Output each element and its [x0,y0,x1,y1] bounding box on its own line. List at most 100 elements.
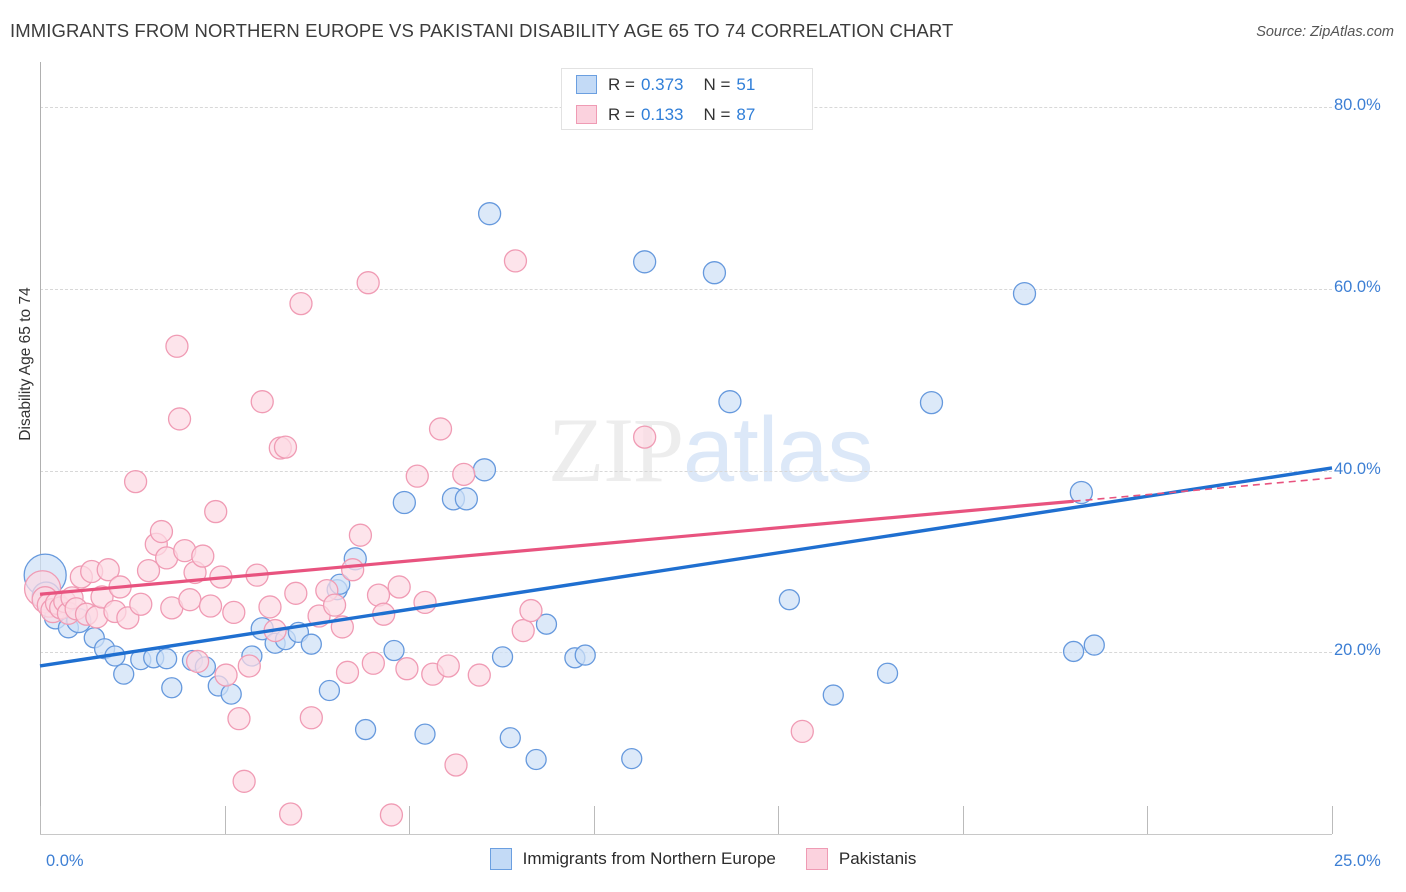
scatter-point[interactable] [1083,634,1105,656]
scatter-point[interactable] [574,644,596,666]
scatter-point[interactable] [395,657,419,681]
scatter-point[interactable] [876,662,899,684]
scatter-point[interactable] [405,464,429,488]
stats-row-blue: R = 0.373 N = 51 [562,70,812,99]
scatter-point[interactable] [289,291,313,316]
scatter-point[interactable] [250,390,274,414]
scatter-point[interactable] [237,654,261,678]
scatter-point[interactable] [366,583,391,607]
x-axis-tick [778,806,780,834]
scatter-point[interactable] [322,593,347,617]
scatter-point[interactable] [348,523,373,547]
scatter-point[interactable] [167,407,192,431]
scatter-point[interactable] [284,581,308,605]
scatter-point[interactable] [633,250,657,274]
scatter-point[interactable] [198,594,223,618]
scatter-point[interactable] [633,425,657,449]
stats-row-pink: R = 0.133 N = 87 [562,100,812,129]
scatter-point[interactable] [919,390,944,415]
scatter-point[interactable] [90,585,114,609]
scatter-point[interactable] [356,271,380,295]
legend-swatch-pakistanis [805,848,828,870]
x-axis-tick [593,806,595,834]
scatter-point[interactable] [191,544,215,568]
scatter-point[interactable] [161,677,183,699]
scatter-point[interactable] [383,639,405,662]
scatter-point[interactable] [503,249,528,273]
scatter-point[interactable] [718,390,742,414]
scatter-point[interactable] [413,590,437,615]
scatter-point[interactable] [467,663,491,687]
scatter-point[interactable] [702,261,727,285]
scatter-point[interactable] [96,558,120,582]
gridline-200 [40,652,1332,654]
scatter-point[interactable] [621,747,643,770]
scatter-point[interactable] [299,706,323,730]
scatter-point[interactable] [361,651,385,675]
n-label-pink: N = [703,104,731,124]
r-value-pink: 0.133 [640,104,684,124]
scatter-point[interactable] [778,589,801,611]
scatter-point[interactable] [519,598,543,623]
scatter-point[interactable] [414,723,436,745]
scatter-point[interactable] [428,417,453,441]
scatter-point[interactable] [1062,640,1085,663]
scatter-point[interactable] [123,469,148,494]
scatter-point[interactable] [335,660,360,684]
scatter-point[interactable] [472,458,497,482]
n-label-blue: N = [703,74,731,94]
scatter-point[interactable] [354,718,377,741]
x-tick-label-max: 25.0% [1334,852,1381,870]
legend-swatch-pink [576,105,597,124]
scatter-point[interactable] [300,633,322,655]
scatter-point[interactable] [436,654,460,678]
scatter-point[interactable] [454,487,479,511]
scatter-point[interactable] [278,802,303,826]
scatter-point[interactable] [511,618,535,643]
scatter-point[interactable] [113,663,135,685]
scatter-point[interactable] [318,679,341,702]
scatter-point[interactable] [220,683,242,705]
x-axis-tick [1147,806,1149,834]
scatter-point[interactable] [204,499,228,524]
scatter-point[interactable] [379,803,404,827]
scatter-point[interactable] [444,753,468,777]
scatter-point[interactable] [790,719,814,744]
scatter-point[interactable] [222,600,246,625]
scatter-point[interactable] [185,649,210,674]
scatter-point[interactable] [822,684,844,706]
n-value-pink: 87 [736,104,756,124]
legend-item-pakistanis[interactable]: Pakistanis [805,848,916,870]
scatter-point[interactable] [178,588,202,612]
x-axis-line [40,834,1332,835]
trendline-dashed [1073,477,1333,503]
scatter-point[interactable] [136,558,161,583]
scatter-point[interactable] [491,646,514,668]
scatter-point[interactable] [129,592,153,616]
scatter-point[interactable] [1069,480,1094,505]
scatter-point[interactable] [155,648,178,670]
scatter-point[interactable] [273,435,298,459]
scatter-point[interactable] [341,558,365,582]
scatter-point[interactable] [525,748,547,771]
scatter-point[interactable] [452,462,476,486]
scatter-point[interactable] [165,334,189,358]
scatter-point[interactable] [535,613,558,635]
x-axis-tick [224,806,226,834]
scatter-point[interactable] [258,595,282,619]
scatter-point[interactable] [477,202,502,226]
trendline-solid [39,499,1074,596]
legend-swatch-blue [576,75,597,94]
scatter-point[interactable] [1012,281,1037,306]
legend-item-immigrants[interactable]: Immigrants from Northern Europe [489,848,776,870]
scatter-point[interactable] [214,663,238,687]
scatter-point[interactable] [149,519,174,544]
scatter-point[interactable] [392,490,416,515]
scatter-point[interactable] [387,575,411,599]
scatter-point[interactable] [227,707,251,731]
scatter-point[interactable] [499,727,521,749]
scatter-point[interactable] [232,769,256,793]
x-axis-tick [1332,806,1333,834]
